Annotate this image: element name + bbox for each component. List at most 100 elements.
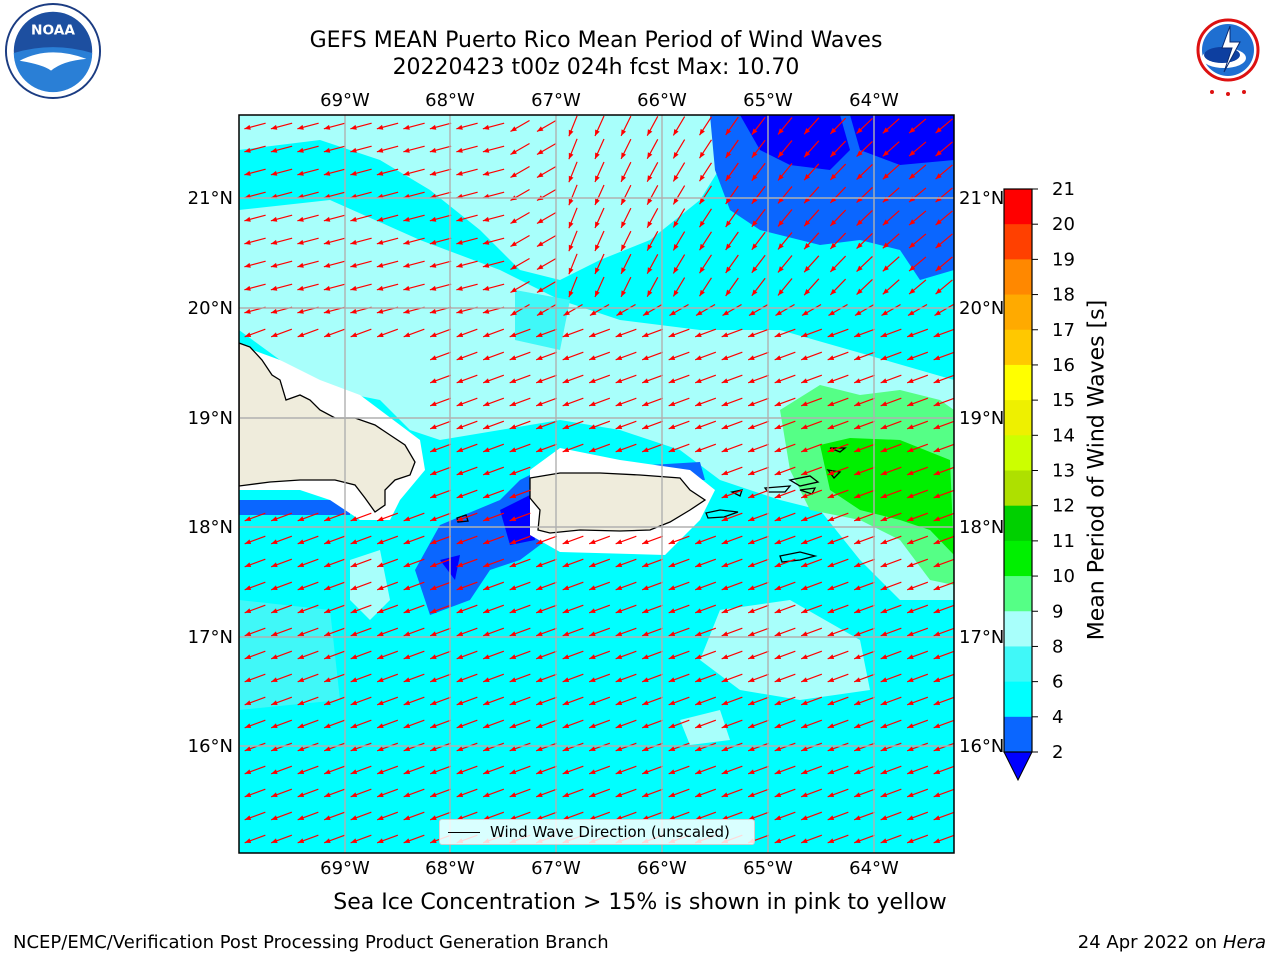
lat-tick-label: 20°N — [188, 298, 233, 319]
wind-arrow-head — [403, 262, 410, 268]
wind-arrow-head — [854, 746, 861, 752]
wind-arrow-head — [483, 539, 490, 545]
wind-arrow-head — [271, 769, 278, 775]
wind-arrow-head — [536, 126, 544, 132]
wind-arrow-head — [695, 310, 703, 316]
wind-arrow-head — [827, 516, 835, 522]
wind-arrow-head — [568, 267, 574, 275]
wind-arrow-head — [854, 677, 861, 683]
wind-arrow-head — [244, 562, 252, 568]
wind-arrow-head — [350, 723, 358, 729]
wind-arrow-head — [244, 631, 252, 637]
wind-arrow-head — [647, 175, 653, 182]
wind-arrow-head — [483, 792, 490, 798]
wind-arrow-head — [510, 126, 517, 132]
wind-arrow-head — [830, 265, 837, 272]
wind-arrow-head — [673, 129, 679, 136]
wind-arrow-head — [456, 539, 464, 545]
wind-arrow-head — [563, 310, 570, 316]
wind-arrow-head — [774, 401, 782, 407]
wind-arrow-head — [350, 631, 358, 637]
wind-arrow-head — [403, 700, 411, 706]
wind-arrow-head — [880, 723, 888, 729]
wind-arrow-head — [647, 267, 653, 274]
wind-arrow-head — [774, 769, 782, 775]
wind-arrow-head — [933, 838, 941, 844]
lat-tick-label: 18°N — [188, 517, 233, 538]
wind-arrow-head — [323, 308, 331, 314]
wind-arrow-head — [271, 677, 278, 683]
wind-arrow-head — [801, 608, 808, 614]
wind-arrow-head — [562, 332, 570, 338]
wind-arrow-head — [595, 267, 600, 275]
wind-arrow-head — [856, 265, 863, 272]
wind-arrow-head — [827, 700, 835, 706]
lat-tick-label: 21°N — [959, 188, 1004, 209]
wind-arrow-head — [297, 677, 305, 683]
wind-arrow-head — [324, 608, 331, 614]
wind-arrow-head — [509, 654, 517, 660]
wind-arrow-head — [673, 244, 679, 251]
wind-arrow-head — [456, 470, 464, 476]
wind-arrow-head — [562, 746, 570, 752]
wind-arrow-head — [695, 631, 702, 637]
wind-arrow-head — [880, 424, 888, 430]
wind-arrow-head — [536, 539, 543, 545]
wind-arrow-head — [827, 654, 835, 660]
lon-tick-label: 68°W — [425, 90, 475, 111]
wind-arrow-head — [324, 677, 331, 683]
lat-tick-label: 18°N — [959, 517, 1004, 538]
wind-arrow-head — [509, 447, 517, 453]
wind-arrow-head — [642, 792, 649, 798]
wind-arrow-head — [429, 308, 437, 314]
wind-arrow-head — [377, 539, 384, 545]
wind-arrow-head — [933, 539, 941, 545]
footer-date-text: 24 Apr 2022 on — [1077, 932, 1223, 953]
wind-direction-arrows — [244, 115, 954, 844]
wind-arrow-head — [595, 198, 600, 206]
wind-arrow-head — [827, 447, 835, 453]
wind-arrow-head — [456, 516, 464, 522]
wind-arrow-head — [695, 608, 702, 614]
chart-subtitle: 20220423 t00z 024h fcst Max: 10.70 — [392, 55, 800, 80]
wind-arrow-head — [482, 147, 490, 153]
land-puerto-rico — [529, 472, 707, 534]
colorbar-segment — [1004, 681, 1032, 718]
wind-arrow-head — [933, 700, 941, 706]
wind-arrow-head — [748, 792, 755, 798]
wind-arrow-head — [562, 792, 570, 798]
wind-arrow-head — [830, 288, 837, 295]
lat-tick-label: 17°N — [959, 627, 1004, 648]
wind-arrow-head — [642, 562, 649, 568]
wind-arrow-head — [721, 585, 729, 591]
wind-arrow-head — [271, 838, 278, 844]
wind-arrow-head — [854, 310, 862, 316]
wind-arrow-head — [510, 149, 517, 155]
wind-arrow-head — [615, 401, 623, 407]
wind-arrow-head — [270, 147, 278, 153]
wind-arrow-head — [801, 539, 808, 545]
wind-arrow-head — [933, 332, 941, 338]
map-frame — [238, 114, 955, 854]
wind-arrow-head — [801, 792, 808, 798]
wind-arrow-head — [907, 677, 914, 683]
wind-arrow-head — [377, 677, 384, 683]
wind-arrow-head — [880, 585, 888, 591]
wind-arrow-head — [695, 700, 702, 706]
wind-arrow-head — [642, 723, 649, 729]
wind-arrow-head — [324, 516, 331, 522]
wind-arrow-head — [880, 746, 888, 752]
wind-arrow-head — [642, 608, 649, 614]
wind-arrow-head — [482, 239, 490, 245]
wind-arrow-head — [801, 401, 808, 407]
wind-arrow-head — [751, 266, 758, 273]
wind-arrow-head — [856, 150, 863, 157]
wind-arrow-head — [856, 173, 863, 180]
wind-arrow-head — [774, 332, 782, 338]
wind-arrow-head — [350, 239, 357, 245]
wind-arrow-head — [804, 289, 811, 296]
wind-arrow-head — [509, 424, 517, 430]
wind-arrow-head — [854, 838, 861, 844]
wind-arrow-head — [668, 815, 676, 821]
wind-arrow-head — [725, 266, 732, 273]
